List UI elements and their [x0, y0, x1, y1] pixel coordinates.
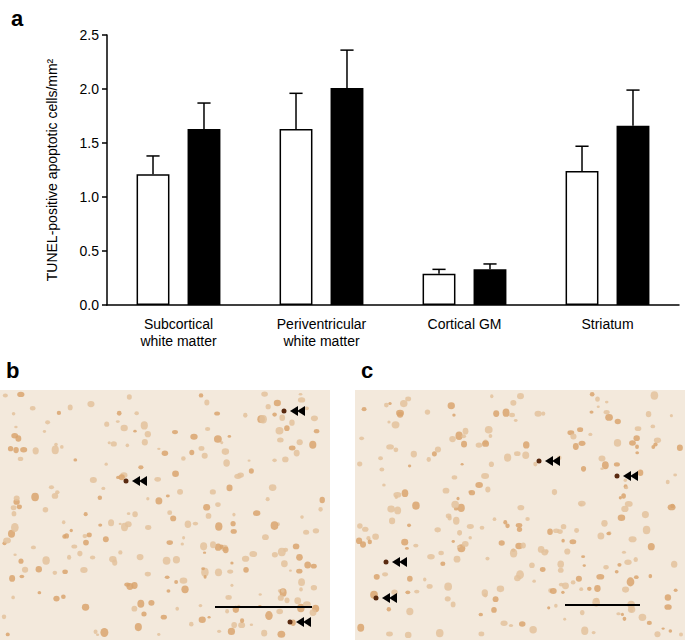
svg-text:Periventricular: Periventricular [277, 316, 367, 332]
svg-text:1.0: 1.0 [80, 189, 100, 205]
svg-text:TUNEL-positive apoptotic cells: TUNEL-positive apoptotic cells/mm² [44, 58, 60, 281]
svg-text:white matter: white matter [139, 333, 217, 349]
svg-text:Subcortical: Subcortical [144, 316, 213, 332]
svg-text:b: b [6, 358, 19, 383]
svg-text:c: c [361, 358, 373, 383]
svg-text:2.5: 2.5 [80, 27, 100, 43]
svg-text:0.0: 0.0 [80, 297, 100, 313]
svg-text:Striatum: Striatum [581, 316, 633, 332]
svg-text:white matter: white matter [282, 333, 360, 349]
svg-text:a: a [11, 6, 24, 31]
svg-text:Cortical GM: Cortical GM [428, 316, 502, 332]
svg-text:0.5: 0.5 [80, 243, 100, 259]
svg-text:1.5: 1.5 [80, 135, 100, 151]
svg-text:2.0: 2.0 [80, 81, 100, 97]
